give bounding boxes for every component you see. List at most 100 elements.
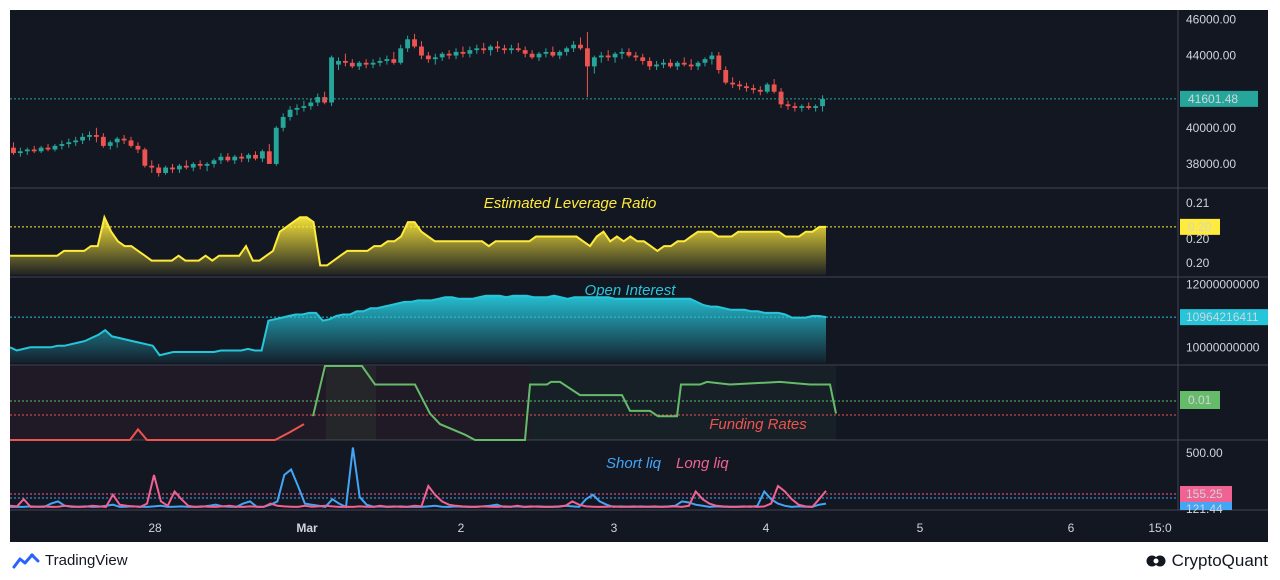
candle-body bbox=[149, 165, 155, 168]
price-tick-label: 40000.00 bbox=[1186, 121, 1236, 135]
candle-body bbox=[647, 60, 653, 67]
funding-positive-shade-1 bbox=[326, 366, 376, 440]
candle-body bbox=[585, 48, 590, 67]
candle-body bbox=[543, 51, 549, 54]
candle-body bbox=[11, 147, 16, 154]
candle-body bbox=[757, 89, 763, 92]
candle-body bbox=[163, 167, 169, 173]
candle-body bbox=[737, 84, 742, 87]
leverage-title: Estimated Leverage Ratio bbox=[484, 195, 657, 212]
candle-body bbox=[502, 48, 507, 51]
candle-body bbox=[363, 62, 369, 65]
tradingview-brand: TradingView bbox=[45, 552, 128, 569]
candle-body bbox=[674, 62, 680, 67]
chart-frame[interactable]: 46000.00 44000.00 40000.00 38000.00 41601.4… bbox=[10, 10, 1268, 542]
time-tick-label: 6 bbox=[1068, 521, 1075, 535]
chart-svg[interactable]: 46000.00 44000.00 40000.00 38000.00 41601.4… bbox=[10, 10, 1268, 542]
candle-body bbox=[626, 51, 632, 56]
candle-body bbox=[453, 51, 459, 56]
time-tick-label: 28 bbox=[148, 521, 162, 535]
candle-body bbox=[301, 106, 307, 108]
candle-body bbox=[322, 97, 328, 103]
candle-body bbox=[806, 106, 812, 108]
last-price-text: 41601.48 bbox=[1188, 92, 1238, 106]
funding-negative-shade bbox=[10, 366, 530, 440]
time-axis[interactable]: 28 Mar 2 3 4 5 6 15:0 bbox=[148, 521, 1172, 535]
candle-body bbox=[792, 106, 798, 108]
candle-body bbox=[197, 163, 203, 166]
candle-body bbox=[114, 138, 120, 143]
funding-pane[interactable]: Funding Rates 0.01 bbox=[10, 365, 1220, 441]
candle-body bbox=[799, 106, 805, 108]
candle-body bbox=[315, 97, 321, 103]
candle-body bbox=[190, 163, 196, 168]
candle-body bbox=[723, 70, 729, 83]
candle-body bbox=[170, 167, 175, 170]
candle-body bbox=[356, 62, 362, 67]
open-interest-last-text: 10964216411 bbox=[1186, 310, 1259, 324]
candle-body bbox=[294, 107, 300, 110]
candle-body bbox=[605, 55, 611, 58]
candle-body bbox=[329, 57, 334, 103]
candle-body bbox=[681, 62, 687, 65]
time-tick-label: 4 bbox=[763, 521, 770, 535]
long-liq-last-text: 155.25 bbox=[1186, 487, 1223, 501]
candle-body bbox=[598, 55, 604, 58]
funding-last-label: 0.01 bbox=[1180, 391, 1220, 409]
candle-body bbox=[695, 62, 701, 67]
price-pane[interactable]: 46000.00 44000.00 40000.00 38000.00 41601.4… bbox=[10, 12, 1258, 177]
liquidation-y-axis: 500.00 bbox=[1186, 446, 1223, 460]
time-tick-label: 2 bbox=[458, 521, 465, 535]
open-interest-title: Open Interest bbox=[585, 282, 677, 299]
tradingview-logo[interactable]: TradingView bbox=[12, 552, 128, 569]
long-liq-last-label: 155.25 bbox=[1180, 486, 1232, 502]
candle-body bbox=[536, 53, 542, 58]
open-interest-area bbox=[10, 295, 826, 363]
candle-body bbox=[100, 136, 106, 146]
candle-body bbox=[405, 39, 411, 49]
candle-body bbox=[633, 55, 639, 58]
price-tick-label: 46000.00 bbox=[1186, 12, 1236, 26]
candle-body bbox=[38, 147, 44, 152]
candle-body bbox=[481, 48, 487, 51]
funding-last-text: 0.01 bbox=[1188, 393, 1212, 407]
candle-body bbox=[107, 142, 113, 146]
open-interest-line bbox=[10, 294, 827, 357]
tradingview-icon bbox=[12, 553, 40, 568]
time-tick-label: 3 bbox=[611, 521, 618, 535]
candle-body bbox=[204, 163, 210, 166]
candle-body bbox=[661, 62, 666, 65]
candle-body bbox=[750, 88, 756, 90]
long-liq-line bbox=[10, 474, 827, 508]
cryptoquant-brand: CryptoQuant bbox=[1171, 551, 1268, 570]
candle-body bbox=[432, 57, 438, 60]
price-tick-label: 44000.00 bbox=[1186, 49, 1236, 63]
time-tick-label: 15:0 bbox=[1148, 521, 1172, 535]
liquidation-pane[interactable]: Short liq Long liq 500.00 121.44 155.25 bbox=[10, 446, 1232, 516]
leverage-last-text: 0.20 bbox=[1188, 220, 1212, 234]
candle-body bbox=[349, 62, 355, 67]
leverage-pane[interactable]: Estimated Leverage Ratio 0.210.200.20 0.… bbox=[10, 195, 1220, 275]
leverage-last-label: 0.20 bbox=[1180, 218, 1220, 235]
candle-body bbox=[94, 135, 99, 137]
candle-body bbox=[80, 136, 86, 141]
candle-body bbox=[771, 84, 777, 92]
open-interest-pane[interactable]: Open Interest 12000000000 10000000000 109… bbox=[10, 278, 1268, 363]
funding-positive-shade-2 bbox=[530, 366, 836, 440]
candle-body bbox=[550, 51, 556, 56]
candle-body bbox=[529, 53, 535, 58]
open-interest-last-label: 10964216411 bbox=[1180, 309, 1268, 326]
candle-body bbox=[446, 53, 452, 56]
funding-negative-line bbox=[10, 423, 305, 441]
candle-body bbox=[709, 55, 715, 60]
short-liq-last-text: 121.44 bbox=[1186, 502, 1223, 516]
leverage-y-axis: 0.210.200.20 bbox=[1186, 196, 1210, 270]
candle-body bbox=[730, 82, 736, 85]
candle-body bbox=[52, 145, 58, 150]
candlestick-series bbox=[11, 32, 825, 177]
candle-body bbox=[211, 160, 217, 164]
candle-body bbox=[73, 140, 79, 143]
footer: TradingView CryptoQuant bbox=[0, 542, 1280, 580]
candle-body bbox=[156, 167, 162, 173]
cryptoquant-logo[interactable]: CryptoQuant bbox=[1146, 551, 1268, 571]
